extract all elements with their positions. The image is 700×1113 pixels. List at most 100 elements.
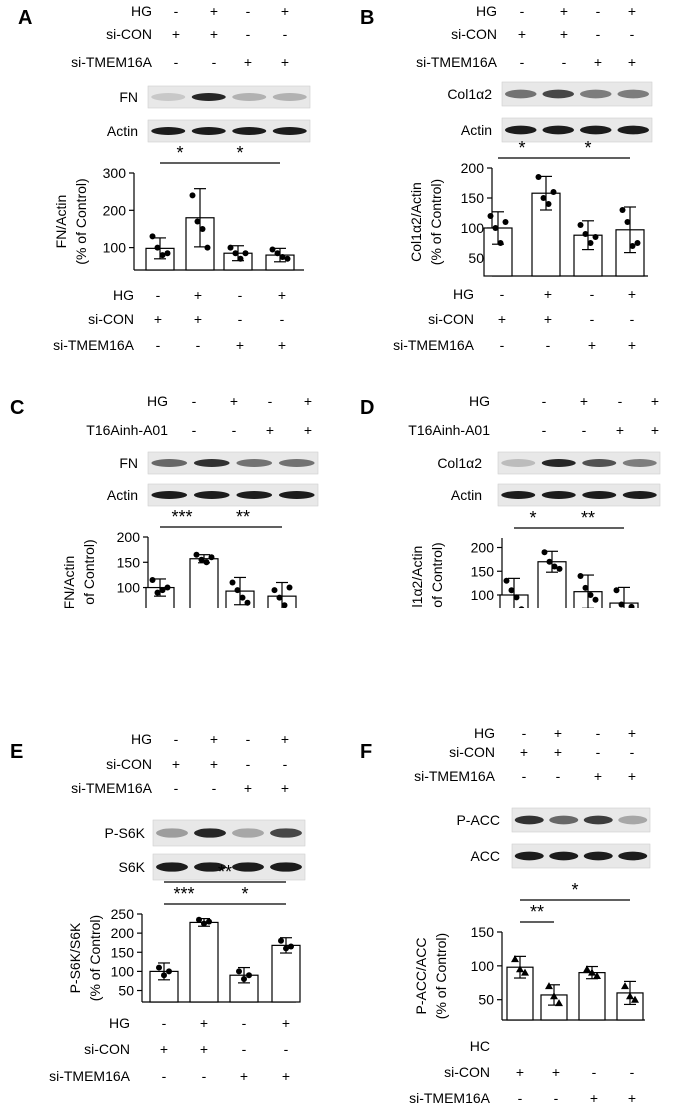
data-point bbox=[521, 968, 529, 976]
blot-band bbox=[270, 828, 302, 838]
panel-letter: D bbox=[360, 397, 374, 419]
blot-band bbox=[617, 125, 649, 135]
condition-sign: + bbox=[304, 393, 312, 409]
data-point bbox=[551, 563, 558, 570]
condition-sign: + bbox=[552, 1064, 560, 1080]
y-axis-label: P-ACC/ACC bbox=[413, 937, 429, 1014]
blot-band bbox=[505, 89, 537, 99]
condition-sign: - bbox=[246, 3, 251, 19]
condition-sign: + bbox=[200, 1041, 208, 1057]
data-point bbox=[278, 937, 284, 944]
data-point bbox=[582, 584, 589, 591]
condition-sign: + bbox=[266, 422, 274, 438]
condition-sign: - bbox=[174, 54, 179, 70]
data-point bbox=[535, 174, 542, 180]
data-point bbox=[242, 250, 249, 257]
condition-sign: - bbox=[162, 1068, 167, 1084]
data-point bbox=[203, 559, 210, 566]
data-point bbox=[634, 240, 641, 246]
condition-label: si-CON bbox=[106, 756, 152, 772]
blot-band bbox=[278, 491, 315, 499]
data-point bbox=[592, 234, 599, 240]
y-tick-label: 100 bbox=[103, 240, 127, 256]
panel-letter: C bbox=[10, 397, 24, 419]
condition-sign: - bbox=[592, 1064, 597, 1080]
blot-band bbox=[236, 459, 273, 467]
condition-sign: + bbox=[282, 1068, 290, 1084]
data-point bbox=[232, 250, 239, 257]
data-point bbox=[227, 244, 234, 251]
data-point bbox=[208, 554, 215, 561]
condition-sign: - bbox=[283, 756, 288, 772]
blot-band bbox=[622, 459, 657, 467]
condition-label: HC bbox=[470, 1038, 490, 1054]
condition-sign: + bbox=[616, 422, 624, 438]
blot-band bbox=[270, 862, 302, 872]
y-tick-label: 50 bbox=[118, 983, 134, 999]
condition-sign: - bbox=[246, 26, 251, 42]
panel-letter: F bbox=[360, 741, 372, 763]
data-point bbox=[201, 920, 207, 927]
data-point bbox=[246, 972, 252, 979]
blot-band bbox=[505, 125, 537, 135]
panel-letter: A bbox=[18, 7, 32, 29]
data-point bbox=[540, 195, 547, 201]
condition-sign: + bbox=[628, 286, 636, 302]
data-point bbox=[239, 594, 246, 601]
condition-sign: - bbox=[542, 393, 547, 409]
data-point bbox=[284, 255, 291, 262]
y-tick-label: 100 bbox=[471, 587, 495, 603]
data-point bbox=[283, 945, 289, 952]
blot-label: Actin bbox=[451, 487, 482, 503]
blot-label: FN bbox=[119, 455, 138, 471]
y-tick-label: 150 bbox=[111, 944, 135, 960]
data-point bbox=[487, 213, 494, 219]
condition-label: HG bbox=[109, 1015, 130, 1031]
data-point bbox=[204, 244, 211, 251]
condition-sign: - bbox=[162, 1015, 167, 1031]
y-tick-label: 50 bbox=[478, 992, 494, 1008]
condition-sign: - bbox=[556, 768, 561, 784]
condition-label: HG bbox=[113, 287, 134, 303]
data-point bbox=[164, 250, 171, 257]
condition-sign: - bbox=[242, 1041, 247, 1057]
y-tick-label: 100 bbox=[111, 963, 135, 979]
condition-label: HG bbox=[469, 393, 490, 409]
condition-sign: - bbox=[542, 422, 547, 438]
blot-label: ACC bbox=[470, 848, 500, 864]
data-point bbox=[276, 594, 283, 601]
condition-sign: - bbox=[192, 422, 197, 438]
blot-band bbox=[156, 862, 188, 872]
condition-sign: + bbox=[590, 1090, 598, 1106]
blot-band bbox=[193, 459, 230, 467]
condition-sign: - bbox=[212, 780, 217, 796]
blot-band bbox=[583, 815, 613, 825]
blot-band bbox=[232, 828, 264, 838]
condition-sign: - bbox=[596, 726, 601, 741]
y-axis-label: P-S6K/S6K bbox=[67, 922, 83, 993]
significance-label: * bbox=[241, 884, 248, 904]
data-point bbox=[206, 918, 212, 925]
blot-band bbox=[193, 491, 230, 499]
y-axis-label: (% of Control) bbox=[73, 178, 89, 264]
condition-sign: - bbox=[590, 286, 595, 302]
condition-sign: + bbox=[518, 26, 526, 42]
condition-sign: + bbox=[210, 756, 218, 772]
condition-sign: + bbox=[194, 287, 202, 303]
blot-band bbox=[582, 459, 617, 467]
condition-sign: + bbox=[628, 726, 636, 741]
condition-label: T16Ainh-A01 bbox=[408, 422, 490, 438]
condition-label: HG bbox=[476, 3, 497, 19]
significance-label: * bbox=[584, 138, 591, 158]
y-tick-label: 200 bbox=[471, 540, 495, 556]
condition-sign: - bbox=[596, 3, 601, 19]
condition-label: si-TMEM16A bbox=[49, 1068, 131, 1084]
blot-band bbox=[272, 127, 307, 135]
y-tick-label: 200 bbox=[461, 160, 485, 176]
data-point bbox=[193, 551, 200, 558]
condition-sign: + bbox=[560, 26, 568, 42]
blot-band bbox=[236, 491, 273, 499]
panel-svg: DHG-+-+T16Ainh-A01--++Col1α2Actin5010015… bbox=[360, 393, 661, 702]
data-point bbox=[577, 222, 584, 228]
blot-band bbox=[541, 491, 576, 499]
